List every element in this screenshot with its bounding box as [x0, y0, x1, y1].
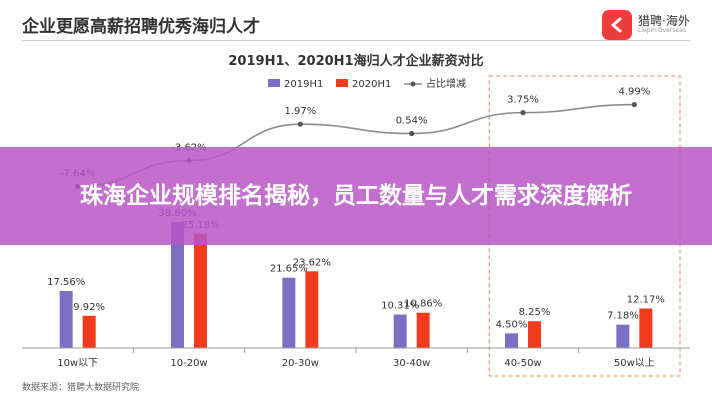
- headline-text: 珠海企业规模排名揭秘，员工数量与人才需求深度解析: [80, 183, 632, 209]
- bar-label-2019H1-2: 21.65%: [270, 264, 308, 275]
- bar-2019H1-3: [393, 314, 407, 348]
- legend-swatch-1: [336, 79, 348, 87]
- x-tick-label-4: 40-50w: [504, 358, 541, 369]
- bar-label-2020H1-3: 10.86%: [404, 299, 442, 310]
- chart-title: 2019H1、2020H1海归人才企业薪资对比: [228, 54, 484, 69]
- bar-label-2020H1-4: 8.25%: [519, 307, 551, 318]
- bar-2020H1-3: [416, 312, 430, 348]
- bar-2019H1-5: [616, 324, 630, 348]
- bar-label-2019H1-0: 17.56%: [47, 277, 85, 288]
- line-point-3: [409, 130, 415, 137]
- bar-2020H1-4: [528, 321, 541, 348]
- brand-subtitle: Liepin Overseas: [638, 27, 686, 35]
- x-tick-label-1: 10-20w: [170, 358, 207, 369]
- x-tick-label-5: 50w以上: [614, 357, 655, 369]
- bar-2019H1-1: [171, 222, 184, 348]
- bar-label-2019H1-4: 4.50%: [496, 319, 528, 330]
- x-tick-label-0: 10w以下: [57, 358, 98, 369]
- bar-label-2020H1-0: 9.92%: [73, 302, 105, 313]
- data-source-note: 数据来源：猎聘大数据研究院: [22, 383, 140, 393]
- brand-logo-icon: [602, 10, 632, 40]
- bar-label-2019H1-5: 7.18%: [607, 311, 639, 322]
- legend-swatch-0: [268, 79, 280, 87]
- bar-2020H1-5: [639, 308, 653, 348]
- legend-label-1: 2020H1: [352, 79, 391, 90]
- legend-label-0: 2019H1: [284, 79, 323, 90]
- brand-name: 猎聘·海外: [638, 14, 690, 29]
- bar-2019H1-4: [505, 333, 518, 348]
- headline-banner: 珠海企业规模排名揭秘，员工数量与人才需求深度解析: [0, 147, 712, 245]
- legend-label-line: 占比增减: [426, 77, 466, 90]
- heading-divider: [22, 40, 690, 41]
- line-label-2: 1.97%: [284, 106, 316, 117]
- bar-label-2020H1-5: 12.17%: [627, 294, 665, 305]
- x-tick-label-2: 20-30w: [282, 358, 319, 369]
- bar-2019H1-2: [282, 277, 296, 348]
- bar-label-2019H1-3: 10.31%: [381, 301, 419, 312]
- line-point-4: [520, 110, 526, 116]
- line-label-3: 0.54%: [396, 115, 428, 126]
- x-tick-label-3: 30-40w: [393, 358, 430, 369]
- bar-2020H1-1: [194, 233, 207, 348]
- page-heading: 企业更愿高薪招聘优秀海归人才: [22, 17, 260, 37]
- brand-logo: 猎聘·海外 Liepin Overseas: [602, 10, 690, 40]
- line-point-2: [297, 121, 303, 127]
- line-label-4: 3.75%: [507, 95, 539, 106]
- legend-line-marker: [410, 81, 416, 87]
- bar-2019H1-0: [59, 290, 73, 348]
- bar-2020H1-2: [305, 271, 319, 348]
- bar-2020H1-0: [82, 315, 96, 348]
- bar-label-2020H1-2: 23.62%: [293, 257, 331, 268]
- line-label-5: 4.99%: [618, 87, 650, 98]
- line-point-5: [631, 101, 637, 108]
